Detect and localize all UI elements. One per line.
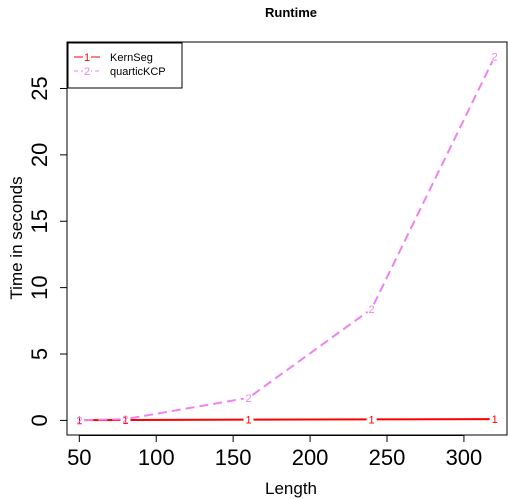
- y-tick-label: 15: [27, 209, 52, 233]
- series-point-marker: 1: [245, 415, 251, 427]
- series-line-segment: [130, 397, 244, 420]
- y-tick-label: 20: [27, 143, 52, 167]
- series-kernseg: 1 1 1 1 1: [76, 414, 498, 427]
- legend-marker-kernseg: 1: [84, 52, 90, 64]
- series-point-marker: 1: [76, 415, 82, 427]
- y-axis: 0 5 10 15 20 25: [27, 76, 68, 427]
- legend-label-kernseg: KernSeg: [110, 52, 153, 64]
- series-line-segment: [252, 310, 369, 396]
- series-point-marker: 2: [122, 414, 128, 426]
- series-line-segment: [372, 60, 494, 305]
- legend-marker-bg: [83, 66, 91, 76]
- series-point-marker: 2: [245, 393, 251, 405]
- x-tick-label: 250: [369, 445, 406, 470]
- series-point-marker: 2: [492, 52, 498, 64]
- legend: 1 KernSeg 2 quarticKCP: [67, 42, 183, 89]
- series-point-marker: 1: [369, 414, 375, 426]
- legend-marker-bg: [83, 52, 91, 62]
- x-tick-label: 50: [67, 445, 91, 470]
- chart-title: Runtime: [265, 5, 317, 20]
- y-tick-label: 25: [27, 76, 52, 100]
- series-point-marker: 2: [76, 415, 82, 427]
- legend-marker-quartickcp: 2: [84, 66, 90, 78]
- y-tick-label: 10: [27, 275, 52, 299]
- legend-box: [67, 42, 183, 89]
- y-axis-title: Time in seconds: [7, 176, 26, 299]
- x-axis-title: Length: [265, 479, 317, 498]
- x-tick-label: 150: [215, 445, 252, 470]
- plot-frame: [66, 41, 508, 436]
- series-point-marker: 1: [492, 414, 498, 426]
- x-tick-label: 100: [138, 445, 175, 470]
- series-point-marker: 1: [122, 415, 128, 427]
- x-tick-label: 300: [446, 445, 483, 470]
- x-tick-label: 200: [292, 445, 329, 470]
- y-tick-label: 0: [27, 414, 52, 426]
- y-tick-label: 5: [27, 348, 52, 360]
- x-axis: 50 100 150 200 250 300: [67, 435, 482, 470]
- series-line-segment: [84, 418, 121, 422]
- series-quartickcp: 2 2 2 2 2: [76, 52, 498, 428]
- legend-label-quartickcp: quarticKCP: [110, 66, 166, 78]
- series-point-marker: 2: [369, 304, 375, 316]
